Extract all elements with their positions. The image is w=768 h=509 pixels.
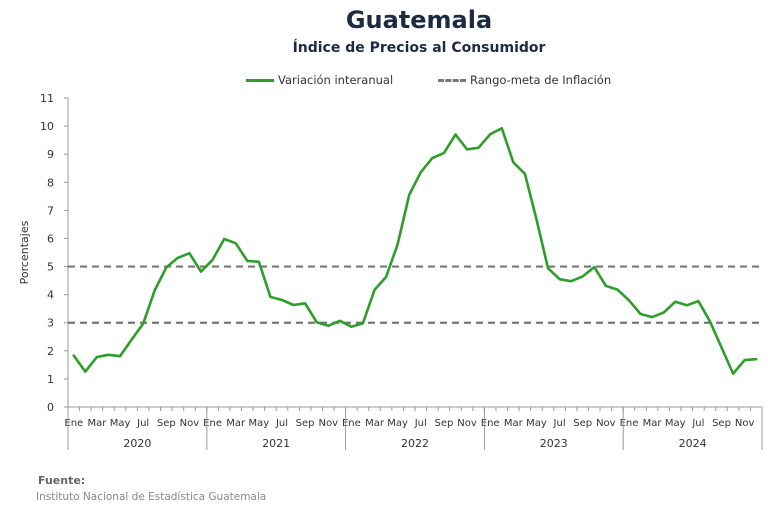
chart-subtitle: Índice de Precios al Consumidor [292,40,546,56]
x-tick-label: Mar [643,418,663,429]
legend-item-actual: Variación interanual [246,73,393,87]
y-tick-label: 6 [47,232,54,245]
x-tick-label: Mar [504,418,524,429]
y-tick-label: 3 [47,317,54,330]
x-tick-label: Nov [457,418,477,429]
x-tick-label: Nov [596,418,616,429]
year-label: 2024 [679,437,707,450]
x-tick-label: Nov [735,418,755,429]
x-tick-label: Sep [573,418,592,429]
y-axis-title: Porcentajes [18,220,31,284]
y-tick-label: 8 [47,176,54,189]
y-tick-label: 10 [40,120,54,133]
x-tick-label: May [249,418,270,429]
x-tick-label: Nov [180,418,200,429]
series-layer [72,127,758,375]
x-tick-label: Jul [691,418,704,429]
x-tick-label: Mar [365,418,385,429]
x-tick-label: Ene [342,418,361,429]
y-tick-label: 2 [47,345,54,358]
x-tick-label: Sep [712,418,731,429]
y-tick-label: 9 [47,148,54,161]
legend-swatch-dashed-line [438,78,466,82]
x-tick-label: May [387,418,408,429]
y-tick-label: 5 [47,261,54,274]
x-tick-label: Ene [620,418,639,429]
x-tick-label: Sep [296,418,315,429]
year-label: 2022 [401,437,429,450]
year-label: 2020 [123,437,151,450]
y-tick-label: 7 [47,204,54,217]
legend-label-target: Rango-meta de Inflación [470,73,612,87]
x-tick-label: May [526,418,547,429]
x-tick-label: Jul [136,418,149,429]
legend-item-target: Rango-meta de Inflación [438,73,611,87]
x-tick-label: Mar [226,418,246,429]
x-tick-label: Sep [434,418,453,429]
x-tick-label: Jul [553,418,566,429]
y-tick-label: 11 [40,92,54,105]
source-label: Fuente: [38,474,86,487]
x-tick-label: Ene [481,418,500,429]
x-tick-label: May [665,418,686,429]
source-text: Instituto Nacional de Estadística Guatem… [36,491,267,503]
legend-label-actual: Variación interanual [278,73,394,87]
year-label: 2023 [540,437,568,450]
x-tick-label: Ene [203,418,222,429]
legend-swatch-solid-line [246,78,274,82]
y-tick-label: 0 [47,401,54,414]
series-line-variacion-interanual [72,127,758,375]
x-tick-label: Ene [64,418,83,429]
x-tick-label: Mar [87,418,107,429]
x-tick-label: Nov [318,418,338,429]
y-tick-label: 4 [47,289,54,302]
target-lines [68,265,762,324]
x-tick-label: May [110,418,131,429]
x-tick-label: Jul [275,418,288,429]
x-tick-label: Sep [157,418,176,429]
y-tick-label: 1 [47,373,54,386]
x-tick-label: Jul [414,418,427,429]
chart-title: Guatemala [345,6,493,34]
year-label: 2021 [262,437,290,450]
